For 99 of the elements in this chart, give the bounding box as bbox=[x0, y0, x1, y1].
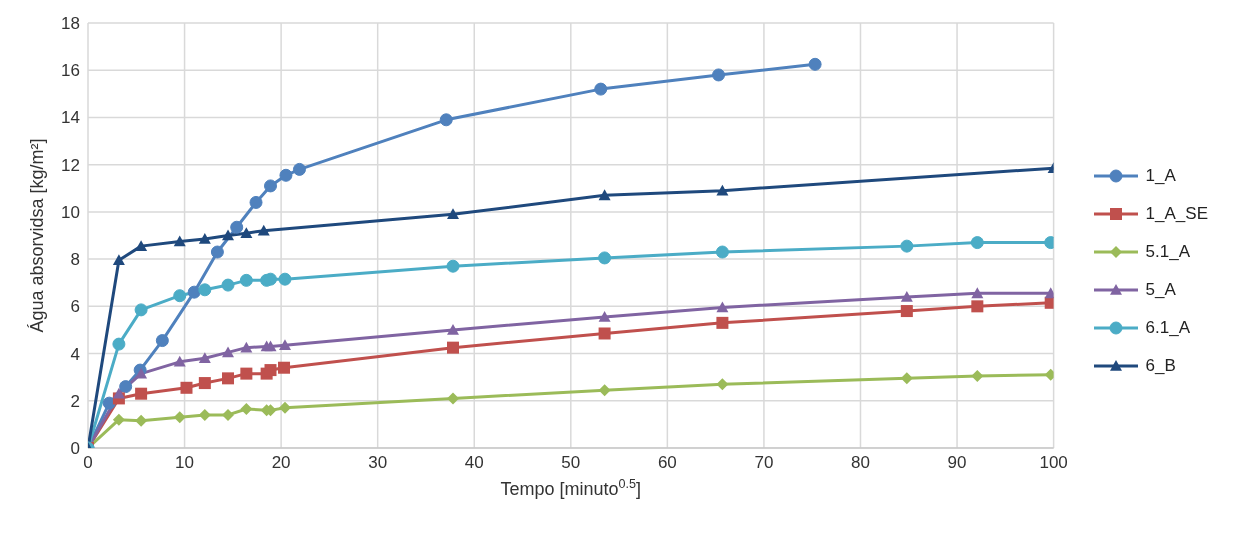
point bbox=[264, 340, 277, 352]
point bbox=[716, 378, 729, 391]
point bbox=[598, 327, 611, 340]
x-tick-label: 20 bbox=[271, 453, 291, 473]
point bbox=[447, 392, 459, 405]
point bbox=[135, 387, 148, 400]
point bbox=[278, 401, 291, 414]
point bbox=[222, 346, 235, 358]
point bbox=[173, 411, 186, 424]
point bbox=[447, 341, 459, 354]
y-axis-title: Água absorvidsa [kg/m²] bbox=[27, 138, 47, 333]
point bbox=[598, 251, 612, 265]
y-tick-label: 0 bbox=[70, 439, 80, 459]
point bbox=[439, 113, 453, 127]
point bbox=[240, 367, 253, 380]
point bbox=[135, 414, 148, 427]
point bbox=[102, 396, 116, 410]
point bbox=[598, 189, 611, 201]
point bbox=[240, 227, 253, 238]
point bbox=[173, 289, 187, 303]
x-axis-title: Tempo [minuto$^{0.5}$] bbox=[500, 477, 642, 499]
point bbox=[198, 377, 211, 390]
point bbox=[239, 273, 253, 287]
point bbox=[198, 283, 212, 297]
point bbox=[198, 352, 211, 364]
y-tick-label: 12 bbox=[61, 155, 80, 175]
point bbox=[112, 413, 125, 426]
legend-label: 5_A bbox=[1145, 278, 1176, 301]
point bbox=[135, 240, 148, 251]
point bbox=[970, 236, 984, 250]
point bbox=[971, 287, 984, 299]
x-tick-label: 0 bbox=[83, 453, 93, 473]
point bbox=[222, 372, 235, 385]
point bbox=[292, 162, 306, 176]
x-tick-label: 80 bbox=[851, 453, 870, 473]
point bbox=[222, 408, 235, 421]
point bbox=[808, 57, 822, 71]
point bbox=[180, 381, 193, 394]
legend-label: 6.1_A bbox=[1145, 316, 1191, 339]
point bbox=[716, 184, 729, 196]
point bbox=[240, 403, 253, 416]
point bbox=[264, 364, 277, 377]
y-tick-label: 8 bbox=[70, 250, 80, 270]
point bbox=[447, 208, 459, 220]
y-tick-label: 18 bbox=[61, 14, 80, 34]
point bbox=[900, 239, 914, 253]
legend-label: 1_A_SE bbox=[1145, 202, 1208, 225]
point bbox=[187, 285, 201, 299]
point bbox=[716, 301, 729, 313]
legend-label: 6_B bbox=[1145, 354, 1176, 377]
point bbox=[257, 224, 270, 236]
y-tick-label: 10 bbox=[61, 202, 80, 222]
point bbox=[598, 310, 611, 322]
point bbox=[112, 337, 126, 351]
point bbox=[249, 195, 263, 209]
y-tick-label: 4 bbox=[70, 344, 80, 364]
point bbox=[279, 168, 293, 182]
legend-label: 1_A bbox=[1145, 164, 1176, 187]
point bbox=[222, 229, 235, 241]
y-tick-label: 2 bbox=[70, 391, 80, 411]
x-tick-label: 40 bbox=[464, 453, 484, 473]
point bbox=[971, 300, 984, 313]
point bbox=[134, 303, 148, 317]
x-tick-label: 90 bbox=[947, 453, 967, 473]
y-tick-label: 14 bbox=[61, 108, 80, 128]
point bbox=[264, 179, 277, 193]
x-tick-label: 50 bbox=[561, 453, 581, 473]
point bbox=[716, 316, 729, 329]
point bbox=[112, 254, 125, 266]
point bbox=[155, 334, 169, 348]
point bbox=[264, 272, 277, 286]
point bbox=[230, 220, 244, 234]
point bbox=[447, 323, 459, 335]
point bbox=[198, 233, 211, 244]
x-tick-label: 10 bbox=[175, 453, 195, 473]
point bbox=[594, 82, 608, 96]
point bbox=[712, 68, 726, 82]
x-tick-label: 60 bbox=[657, 453, 677, 473]
point bbox=[240, 341, 253, 353]
x-tick-label: 30 bbox=[368, 453, 388, 473]
point bbox=[900, 305, 913, 318]
point bbox=[278, 361, 291, 374]
point bbox=[112, 387, 125, 399]
y-tick-label: 6 bbox=[70, 297, 80, 317]
point bbox=[119, 380, 133, 394]
point bbox=[278, 339, 291, 351]
point bbox=[900, 290, 913, 302]
point bbox=[715, 245, 729, 259]
point bbox=[278, 272, 292, 286]
x-tick-label: 70 bbox=[754, 453, 774, 473]
point bbox=[173, 235, 186, 247]
x-tick-label: 100 bbox=[1039, 453, 1068, 473]
legend-label: 5.1_A bbox=[1145, 240, 1191, 263]
point bbox=[446, 259, 460, 273]
point bbox=[135, 367, 148, 379]
point bbox=[221, 278, 235, 292]
y-tick-label: 16 bbox=[61, 61, 80, 81]
point bbox=[210, 245, 224, 259]
point bbox=[173, 355, 186, 367]
